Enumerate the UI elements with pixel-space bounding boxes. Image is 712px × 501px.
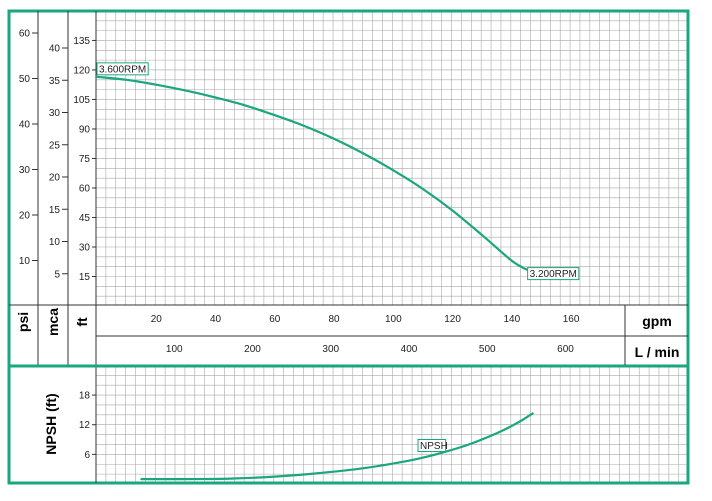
psi-unit-label: psi xyxy=(15,312,31,332)
rpm-label-3200-box xyxy=(527,267,580,281)
rpm-label-3200: 3.200RPM xyxy=(527,267,580,281)
lmin-tick-label: 500 xyxy=(479,344,496,355)
lmin-tick-label: 100 xyxy=(166,344,183,355)
ft-tick-label: 135 xyxy=(73,36,90,47)
mca-unit-label: mca xyxy=(45,308,61,336)
mca-tick-label: 5 xyxy=(54,269,60,280)
mca-tick-label: 25 xyxy=(49,140,61,151)
ft-tick-label: 30 xyxy=(79,242,91,253)
npsh-tick-label: 12 xyxy=(79,420,91,431)
gpm-tick-label: 120 xyxy=(444,314,461,325)
gpm-tick-label: 140 xyxy=(503,314,520,325)
rpm-label-3600: 3.600RPM xyxy=(96,62,149,76)
npsh-axis-label: NPSH (ft) xyxy=(43,393,59,454)
lmin-tick-label: 300 xyxy=(322,344,339,355)
gpm-tick-label: 80 xyxy=(328,314,340,325)
gpm-tick-label: 60 xyxy=(269,314,281,325)
grid-lines xyxy=(96,11,688,483)
lmin-tick-label: 400 xyxy=(401,344,418,355)
gpm-tick-label: 160 xyxy=(563,314,580,325)
gpm-tick-label: 40 xyxy=(210,314,222,325)
npsh-tick-label: 6 xyxy=(84,450,90,461)
ft-tick-label: 75 xyxy=(79,154,91,165)
mca-tick-label: 20 xyxy=(49,173,61,184)
curves xyxy=(95,75,534,481)
npsh-curve-line xyxy=(140,412,534,481)
lmin-tick-label: 600 xyxy=(557,344,574,355)
ft-tick-label: 15 xyxy=(79,272,91,283)
gpm-unit-label: gpm xyxy=(642,313,672,329)
gpm-tick-label: 100 xyxy=(385,314,402,325)
psi-tick-label: 40 xyxy=(19,120,31,131)
ft-tick-label: 105 xyxy=(73,95,90,106)
mca-tick-label: 30 xyxy=(49,108,61,119)
mca-tick-label: 10 xyxy=(49,237,61,248)
lmin-unit-label: L / min xyxy=(635,344,680,360)
npsh-curve-label-text: NPSH xyxy=(420,441,448,452)
mca-tick-label: 40 xyxy=(49,44,61,55)
rpm-label-3600-text: 3.600RPM xyxy=(99,64,146,75)
rpm-label-3600-box xyxy=(96,62,149,76)
mca-tick-label: 15 xyxy=(49,205,61,216)
mca-tick-label: 35 xyxy=(49,76,61,87)
unit-labels: psi mca ft gpm L / min NPSH (ft) xyxy=(15,308,679,455)
npsh-curve-label-box xyxy=(417,439,447,453)
rpm-label-3200-text: 3.200RPM xyxy=(530,269,577,280)
chart-frame xyxy=(7,9,690,485)
lmin-tick-label: 200 xyxy=(244,344,261,355)
gpm-tick-label: 20 xyxy=(151,314,163,325)
head-curve-line xyxy=(95,75,528,271)
npsh-tick-label: 18 xyxy=(79,391,91,402)
ft-tick-label: 45 xyxy=(79,213,91,224)
psi-tick-label: 60 xyxy=(19,29,31,40)
psi-tick-label: 20 xyxy=(19,211,31,222)
psi-tick-label: 50 xyxy=(19,74,31,85)
ft-tick-label: 120 xyxy=(73,65,90,76)
psi-tick-label: 30 xyxy=(19,165,31,176)
psi-tick-label: 10 xyxy=(19,256,31,267)
ft-unit-label: ft xyxy=(74,317,90,327)
outer-border xyxy=(7,9,690,485)
ft-tick-label: 60 xyxy=(79,183,91,194)
npsh-curve-label: NPSH xyxy=(417,439,448,453)
tick-labels: 10 20 30 40 50 60 5 10 15 20 25 30 35 40 15 30 45 60 75 90 1… xyxy=(19,29,580,461)
curve-annotations: 3.600RPM 3.200RPM NPSH xyxy=(96,62,580,453)
ft-tick-label: 90 xyxy=(79,124,91,135)
